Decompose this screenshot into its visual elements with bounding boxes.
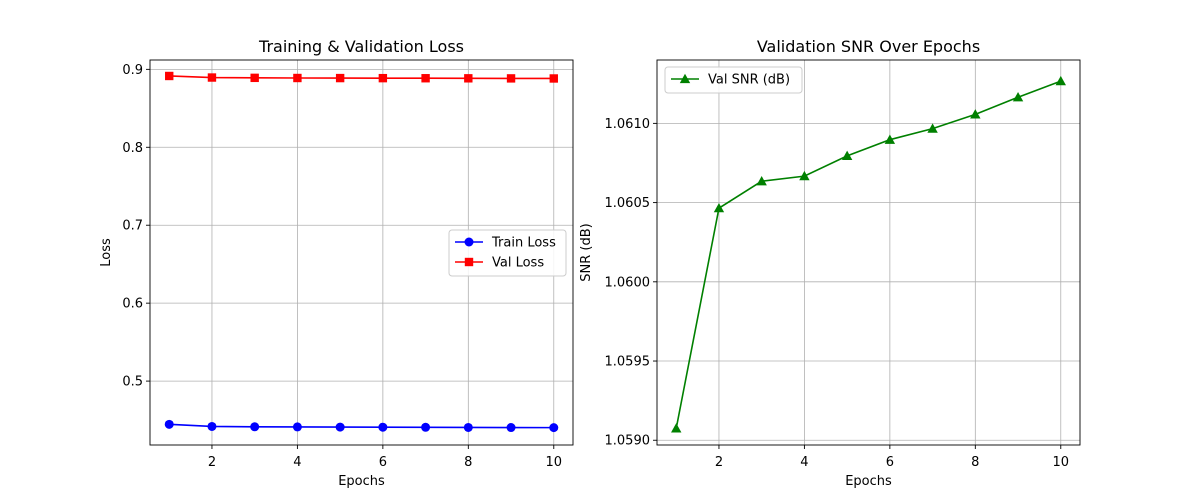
legend-label: Val Loss [492,256,544,271]
data-point [927,123,938,133]
x-tick-label: 8 [971,455,979,470]
data-point [421,74,430,83]
data-point [164,419,174,429]
y-tick-label: 0.5 [122,375,143,390]
series-line [169,423,554,429]
data-point [464,74,473,83]
y-axis-label: SNR (dB) [579,223,594,281]
y-tick-label: 1.0600 [605,275,651,290]
series-line [169,75,554,80]
data-point [671,423,682,433]
x-tick-label: 2 [715,455,723,470]
legend-marker [679,73,691,84]
y-tick-label: 0.6 [122,297,143,312]
data-point [1055,75,1066,86]
x-tick-label: 6 [379,455,387,470]
y-tick-label: 1.0605 [605,196,651,211]
data-point [841,150,853,161]
data-point [549,74,558,83]
legend: Train Loss Val Loss [448,229,567,277]
data-point [1012,92,1024,102]
y-axis-label: Loss [99,238,114,267]
chart-title: Training & Validation Loss [258,37,464,56]
x-tick-label: 6 [886,455,894,470]
legend: Val SNR (dB) [664,66,803,94]
data-point [207,421,217,431]
plot-frame [656,59,1081,446]
y-tick-label: 0.8 [122,141,143,156]
y-tick-label: 1.0590 [605,434,651,449]
data-point [165,71,174,81]
data-point [207,73,217,82]
data-point [293,73,302,83]
x-axis-label: Epochs [845,474,892,489]
data-point [335,73,345,83]
x-tick-label: 10 [1052,455,1069,470]
data-point [292,422,302,432]
y-tick-label: 1.0610 [605,117,651,132]
data-point [335,422,345,432]
data-point [799,170,810,181]
x-tick-label: 8 [464,455,472,470]
x-axis-label: Epochs [338,474,385,489]
chart-panel-2: 2 4 6 8 10 1.0590 1.0595 1.0600 1.0605 1.0610 Vali… [579,37,1081,489]
data-point [250,422,260,432]
data-point [884,134,896,144]
chart-title: Validation SNR Over Epochs [757,37,980,56]
y-tick-label: 0.9 [122,63,143,78]
series-line [675,80,1062,429]
data-point [549,423,559,433]
x-tick-label: 4 [800,455,808,470]
y-tick-label: 0.7 [122,219,143,234]
data-point [463,422,473,432]
data-point [250,73,259,83]
plot-frame [149,59,574,446]
chart-panel-1: 2 4 6 8 10 0.5 0.6 0.7 0.8 0.9 Training & Validati… [99,37,574,489]
data-point [713,202,725,213]
data-point [506,74,516,83]
data-point [506,423,516,433]
data-point [756,176,767,186]
data-point [378,422,388,432]
legend-label: Train Loss [491,236,556,251]
y-tick-label: 1.0595 [605,355,651,370]
x-tick-label: 2 [208,455,216,470]
legend-box [664,66,803,94]
data-point [378,73,388,83]
x-tick-label: 4 [293,455,301,470]
data-point [970,109,981,119]
legend-label: Val SNR (dB) [708,73,790,88]
legend-marker [464,257,474,267]
legend-marker [464,237,474,247]
data-point [421,422,431,432]
x-tick-label: 10 [545,455,562,470]
